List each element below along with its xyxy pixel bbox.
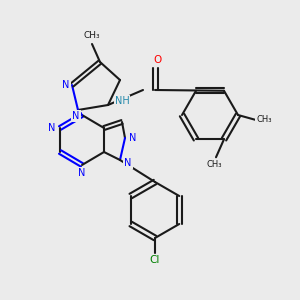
Text: N: N: [62, 80, 70, 90]
Text: NH: NH: [115, 96, 129, 106]
Text: N: N: [48, 123, 56, 133]
Text: N: N: [78, 168, 86, 178]
Text: CH₃: CH₃: [84, 32, 100, 40]
Text: CH₃: CH₃: [206, 160, 222, 169]
Text: N: N: [72, 111, 80, 121]
Text: O: O: [153, 55, 161, 65]
Text: N: N: [129, 133, 137, 143]
Text: N: N: [124, 158, 132, 168]
Text: Cl: Cl: [150, 255, 160, 265]
Text: CH₃: CH₃: [256, 116, 272, 124]
